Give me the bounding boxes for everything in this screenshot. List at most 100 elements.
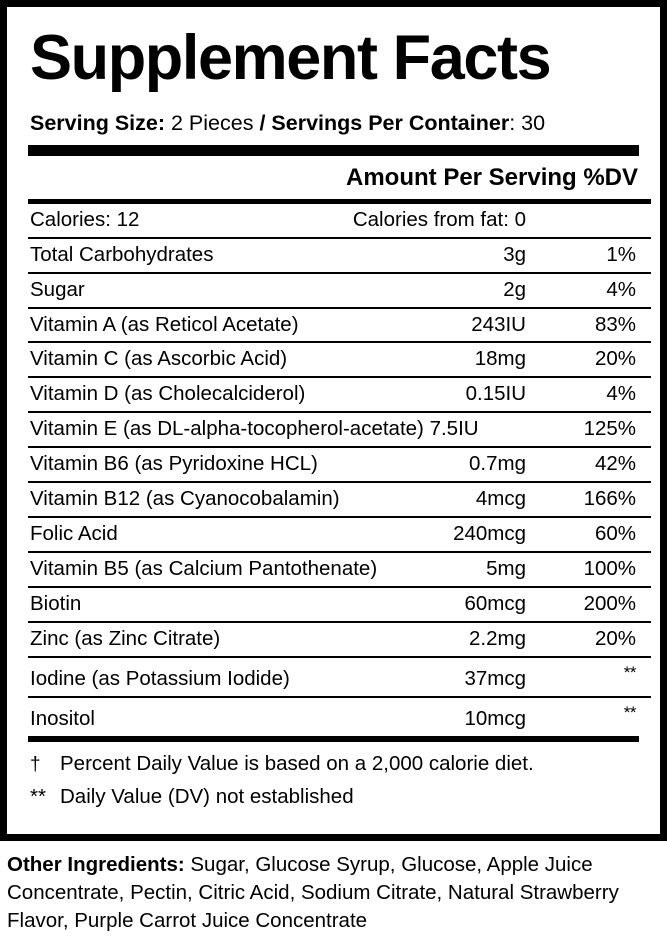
nutrient-amount: 3g [503,242,526,266]
divider-med-bottom [28,735,639,742]
footnote-dv-not-established: ** Daily Value (DV) not established [30,787,639,808]
nutrient-daily-value: ** [526,698,651,736]
divider-row [28,411,651,414]
divider-row-med [28,198,651,204]
nutrient-daily-value: 20% [594,627,636,651]
table-row: Sugar 2g 4% [28,274,651,307]
nutrient-amount: 5mg [486,557,526,581]
serving-size-amount: 2 Pieces [171,111,254,135]
divider-thin [28,695,651,698]
divider-thin-line [28,621,651,624]
divider-thin-line [28,411,651,414]
nutrient-amount: 2.2mg [469,627,526,651]
other-ingredients: Other Ingredients: Sugar, Glucose Syrup,… [7,851,655,935]
divider-thin-line [28,551,651,554]
divider-thin [28,481,651,484]
table-row: Folic Acid 240mcg 60% [28,518,651,551]
nutrient-amount: 240mcg [453,522,526,546]
divider-thin [28,656,651,659]
nutrient-name: Vitamin E (as DL-alpha-tocopherol-acetat… [30,417,479,441]
header-amount-per-serving: Amount Per Serving [346,163,577,191]
table-row: Vitamin C (as Ascorbic Acid) 18mg 20% [28,343,651,376]
divider-thin-line [28,236,651,239]
divider-row [28,695,651,698]
header-blank [28,156,346,199]
nutrient-daily-value: 20% [594,347,636,371]
nutrient-daily-value: ** [526,658,651,696]
divider-thin-line [28,481,651,484]
nutrition-table: Amount Per Serving %DV Calories: 12 Calo… [28,156,651,736]
divider-thin-line [28,271,651,274]
nutrient-name: Vitamin A (as Reticol Acetate) [30,312,299,336]
divider-row [28,586,651,589]
table-row: Iodine (as Potassium Iodide) 37mcg ** [28,658,651,696]
nutrient-amount: 37mcg [464,667,526,691]
divider-thin-line [28,446,651,449]
page-title: Supplement Facts [30,23,552,93]
nutrient-name: Folic Acid [30,522,118,546]
divider-med-line [28,198,651,204]
nutrient-amount: 4mcg [475,487,526,511]
nutrient-amount: 2g [503,277,526,301]
calories-from-fat: Calories from fat: 0 [352,207,526,231]
divider-thin [28,306,651,309]
servings-per-container-value: : 30 [509,111,546,135]
divider-thick-top [28,144,639,156]
serving-size-label: Serving Size: [30,111,166,135]
nutrient-daily-value: 4% [606,382,636,406]
nutrient-daily-value: 166% [583,487,636,511]
table-row: Zinc (as Zinc Citrate) 2.2mg 20% [28,623,651,656]
divider-thin [28,516,651,519]
other-ingredients-text: Sugar, Glucose Syrup, Glucose, Apple Jui… [7,853,619,932]
other-ingredients-label: Other Ingredients: [7,853,185,876]
divider-row [28,271,651,274]
nutrient-name: Zinc (as Zinc Citrate) [30,627,221,651]
nutrient-name: Sugar [30,277,85,301]
divider-row [28,551,651,554]
double-asterisk-icon: ** [623,702,637,722]
serving-info: Serving Size: 2 Pieces / Servings Per Co… [30,111,639,136]
nutrient-amount: 10mcg [464,706,526,730]
footnote-daily-value-text: Percent Daily Value is based on a 2,000 … [60,751,534,775]
table-row: Vitamin E (as DL-alpha-tocopherol-acetat… [28,413,651,446]
nutrient-name: Vitamin B12 (as Cyanocobalamin) [30,487,340,511]
divider-row [28,481,651,484]
divider-thin-line [28,516,651,519]
nutrient-rows: Total Carbohydrates 3g 1% Sugar 2g 4% Vitamin … [28,236,651,736]
calories-label: Calories: 12 [30,207,140,231]
nutrient-amount: 60mcg [464,592,526,616]
divider-thin [28,236,651,239]
header-percent-dv: %DV [583,163,638,191]
nutrient-amount: 18mg [474,347,526,371]
table-row: Vitamin B5 (as Calcium Pantothenate) 5mg 1… [28,553,651,586]
table-row: Total Carbohydrates 3g 1% [28,239,651,272]
calories-dv [526,204,651,237]
nutrient-name: Iodine (as Potassium Iodide) [30,667,290,691]
divider-thin [28,271,651,274]
divider-thin-line [28,695,651,698]
divider-thin-line [28,376,651,379]
divider-med-header [28,198,651,204]
table-row: Vitamin B12 (as Cyanocobalamin) 4mcg 166% [28,483,651,516]
nutrient-name: Vitamin C (as Ascorbic Acid) [30,347,288,371]
divider-thin [28,341,651,344]
divider-row [28,621,651,624]
double-asterisk-icon: ** [623,663,637,683]
nutrient-name: Vitamin B5 (as Calcium Pantothenate) [30,557,378,581]
serving-separator-slash: / [259,111,266,135]
supplement-facts-panel: Supplement Facts Serving Size: 2 Pieces … [0,0,667,841]
divider-row [28,446,651,449]
nutrient-amount: 243IU [471,312,526,336]
nutrient-daily-value: 125% [583,417,636,441]
dagger-icon: † [30,753,41,775]
footnotes: † Percent Daily Value is based on a 2,000… [30,751,639,808]
divider-row [28,376,651,379]
servings-per-container-label: Servings Per Container [271,111,510,135]
nutrient-daily-value: 1% [606,242,636,266]
table-row: Inositol 10mcg ** [28,698,651,736]
divider-thin [28,411,651,414]
nutrient-name: Vitamin D (as Cholecalciderol) [30,382,306,406]
divider-thin-line [28,656,651,659]
divider-thin-line [28,586,651,589]
